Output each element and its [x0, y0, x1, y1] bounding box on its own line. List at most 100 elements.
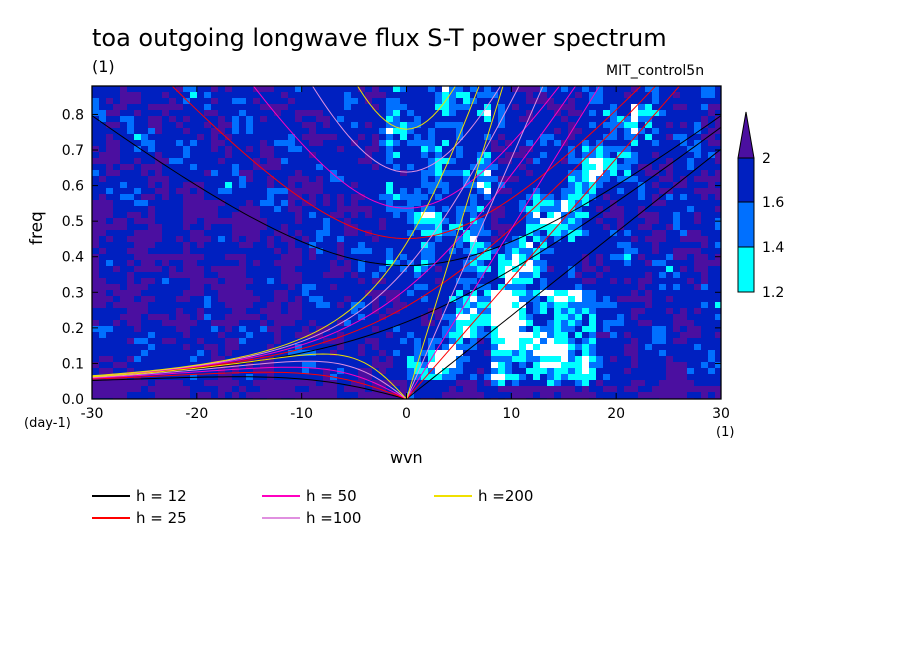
heat-cell — [211, 308, 219, 315]
heat-cell — [183, 200, 191, 207]
heat-cell — [561, 110, 569, 117]
heat-cell — [498, 188, 506, 195]
heat-cell — [379, 374, 387, 381]
heat-cell — [407, 152, 415, 159]
heat-cell — [687, 104, 695, 111]
heat-cell — [561, 362, 569, 369]
heat-cell — [211, 254, 219, 261]
heat-cell — [351, 248, 359, 255]
heat-cell — [519, 146, 527, 153]
heat-cell — [568, 212, 576, 219]
heat-cell — [673, 320, 681, 327]
heat-cell — [99, 356, 107, 363]
heat-cell — [176, 182, 184, 189]
heat-cell — [519, 242, 527, 249]
heat-cell — [302, 278, 310, 285]
heat-cell — [190, 284, 198, 291]
heat-cell — [204, 284, 212, 291]
heat-cell — [141, 356, 149, 363]
heat-cell — [183, 122, 191, 129]
heat-cell — [477, 236, 485, 243]
heat-cell — [596, 86, 604, 93]
heat-cell — [554, 176, 562, 183]
heat-cell — [659, 362, 667, 369]
heat-cell — [484, 188, 492, 195]
heat-cell — [92, 266, 100, 273]
heat-cell — [694, 182, 702, 189]
kelvin-curve-100 — [406, 86, 544, 399]
heat-cell — [134, 134, 142, 141]
heat-cell — [561, 230, 569, 237]
heat-cell — [645, 344, 653, 351]
heat-cell — [610, 164, 618, 171]
heat-cell — [120, 104, 128, 111]
heat-cell — [134, 296, 142, 303]
heat-cell — [638, 128, 646, 135]
heat-cell — [512, 242, 520, 249]
heat-cell — [421, 86, 429, 93]
heat-cell — [463, 344, 471, 351]
heat-cell — [554, 206, 562, 213]
heat-cell — [652, 260, 660, 267]
heat-cell — [715, 308, 721, 315]
heat-cell — [638, 380, 646, 387]
heat-cell — [624, 164, 632, 171]
heat-cell — [127, 236, 135, 243]
heat-cell — [519, 326, 527, 333]
heat-cell — [708, 260, 716, 267]
heat-cell — [365, 308, 373, 315]
heat-cell — [295, 110, 303, 117]
heat-cell — [274, 86, 282, 93]
heat-cell — [442, 86, 450, 93]
heat-cell — [519, 392, 527, 399]
heat-cell — [540, 356, 548, 363]
heat-cell — [589, 302, 597, 309]
heat-cell — [596, 254, 604, 261]
heat-cell — [603, 380, 611, 387]
heat-cell — [148, 272, 156, 279]
heat-cell — [491, 260, 499, 267]
heat-cell — [106, 338, 114, 345]
heat-cell — [372, 116, 380, 123]
heat-cell — [302, 368, 310, 375]
heat-cell — [204, 110, 212, 117]
heat-cell — [281, 326, 289, 333]
heat-cell — [582, 338, 590, 345]
heat-cell — [393, 356, 401, 363]
heat-cell — [232, 242, 240, 249]
heat-cell — [582, 218, 590, 225]
heat-cell — [463, 320, 471, 327]
heat-cell — [309, 98, 317, 105]
heat-cell — [379, 104, 387, 111]
heat-cell — [267, 182, 275, 189]
heat-cell — [183, 110, 191, 117]
heat-cell — [505, 92, 513, 99]
heat-cell — [526, 314, 534, 321]
y-tick-label: 0.8 — [62, 107, 84, 123]
heat-cell — [400, 278, 408, 285]
heat-cell — [295, 116, 303, 123]
heat-cell — [582, 392, 590, 399]
heat-cell — [687, 272, 695, 279]
heat-cell — [211, 392, 219, 399]
heat-cell — [134, 206, 142, 213]
heat-cell — [617, 290, 625, 297]
heat-cell — [330, 146, 338, 153]
heat-cell — [365, 254, 373, 261]
heat-cell — [120, 314, 128, 321]
heat-cell — [141, 260, 149, 267]
heat-cell — [533, 314, 541, 321]
heat-cell — [456, 104, 464, 111]
heat-cell — [155, 290, 163, 297]
heat-cell — [288, 200, 296, 207]
heat-cell — [246, 158, 254, 165]
heat-cell — [379, 248, 387, 255]
heat-cell — [715, 314, 721, 321]
heat-cell — [421, 284, 429, 291]
heat-cell — [323, 206, 331, 213]
heat-cell — [211, 104, 219, 111]
heat-cell — [190, 218, 198, 225]
heat-cell — [554, 290, 562, 297]
heat-cell — [694, 140, 702, 147]
heat-cell — [323, 128, 331, 135]
